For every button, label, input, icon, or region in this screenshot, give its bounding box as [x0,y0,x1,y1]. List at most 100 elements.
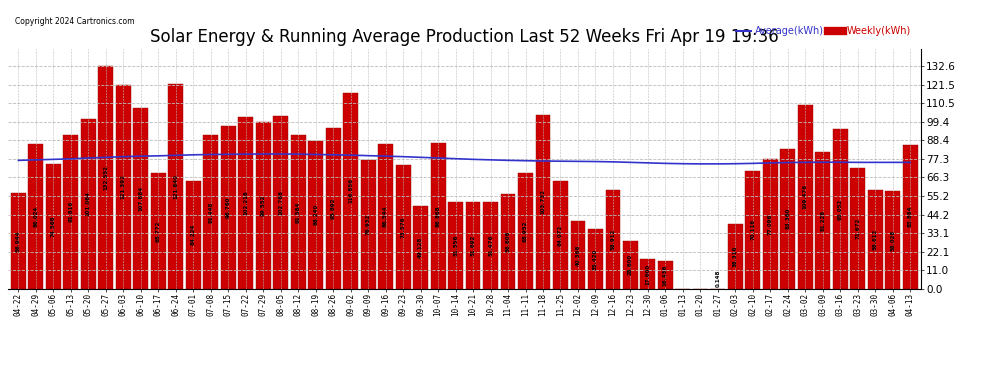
Text: 86.024: 86.024 [34,206,39,227]
Text: 86.868: 86.868 [436,205,441,226]
Text: 99.552: 99.552 [260,195,265,216]
Text: 77.096: 77.096 [768,213,773,235]
Bar [850,168,865,289]
Bar [798,105,813,289]
Text: 102.216: 102.216 [244,190,248,215]
Bar [833,129,847,289]
Bar [780,149,795,289]
Text: 16.436: 16.436 [663,264,668,286]
Text: 109.476: 109.476 [803,184,808,210]
Text: 74.568: 74.568 [50,215,55,237]
Text: 56.608: 56.608 [506,231,511,252]
Bar [536,115,550,289]
Text: 76.932: 76.932 [365,213,370,235]
Text: 83.360: 83.360 [785,208,790,230]
Text: 73.576: 73.576 [401,216,406,238]
Text: 71.672: 71.672 [855,218,860,239]
Text: 96.760: 96.760 [226,197,231,218]
Bar [203,135,218,289]
Text: 56.944: 56.944 [16,230,21,252]
Bar [378,144,393,289]
Bar [465,202,480,289]
Text: Copyright 2024 Cartronics.com: Copyright 2024 Cartronics.com [15,17,135,26]
Bar [518,173,533,289]
Text: 102.768: 102.768 [278,190,283,215]
Bar [606,190,621,289]
Text: 64.224: 64.224 [191,224,196,246]
Bar [134,108,148,289]
Text: 121.392: 121.392 [121,174,126,200]
Bar [431,143,446,289]
Legend: Average(kWh), Weekly(kWh): Average(kWh), Weekly(kWh) [732,22,915,40]
Bar [326,128,341,289]
Text: 0.148: 0.148 [716,270,721,287]
Bar [885,191,900,289]
Title: Solar Energy & Running Average Production Last 52 Weeks Fri Apr 19 19:36: Solar Energy & Running Average Productio… [149,28,779,46]
Bar [116,85,131,289]
Bar [63,135,78,289]
Text: 91.448: 91.448 [208,201,213,223]
Bar [903,145,918,289]
Bar [308,141,323,289]
Text: 101.064: 101.064 [86,192,91,216]
Text: 95.052: 95.052 [838,198,842,220]
Bar [588,229,603,289]
Bar [221,126,236,289]
Text: 85.884: 85.884 [908,206,913,227]
Bar [98,66,113,289]
Text: 116.856: 116.856 [348,178,353,203]
Text: 35.420: 35.420 [593,248,598,270]
Text: 17.600: 17.600 [645,263,650,285]
Bar [570,221,585,289]
Bar [763,159,778,289]
Bar [448,202,463,289]
Text: 88.240: 88.240 [313,204,318,225]
Bar [396,165,411,289]
Bar [745,171,760,289]
Bar [816,152,831,289]
Text: 86.544: 86.544 [383,206,388,227]
Text: 103.732: 103.732 [541,189,545,214]
Bar [413,206,428,289]
Bar [168,84,183,289]
Text: 64.072: 64.072 [558,224,563,246]
Text: 81.228: 81.228 [821,210,826,231]
Text: 51.556: 51.556 [453,235,458,256]
Bar [29,144,44,289]
Text: 70.116: 70.116 [750,219,755,240]
Bar [501,194,516,289]
Text: 51.476: 51.476 [488,235,493,256]
Bar [344,93,358,289]
Bar [868,190,883,289]
Bar [291,135,306,289]
Bar [81,119,96,289]
Bar [623,241,638,289]
Text: 58.912: 58.912 [611,229,616,250]
Text: 107.884: 107.884 [139,186,144,211]
Text: 91.816: 91.816 [68,201,73,222]
Bar [255,122,270,289]
Text: 95.892: 95.892 [331,198,336,219]
Bar [46,164,60,289]
Text: 40.368: 40.368 [575,244,580,266]
Bar [11,193,26,289]
Text: 49.128: 49.128 [418,237,423,258]
Bar [483,202,498,289]
Text: 91.584: 91.584 [296,201,301,223]
Bar [273,116,288,289]
Text: 38.316: 38.316 [733,246,738,267]
Text: 132.552: 132.552 [103,165,108,190]
Bar [553,181,568,289]
Bar [360,160,375,289]
Text: 121.840: 121.840 [173,174,178,199]
Text: 28.600: 28.600 [628,254,633,275]
Text: 58.028: 58.028 [890,230,895,251]
Bar [728,225,742,289]
Text: 68.952: 68.952 [523,220,528,242]
Bar [239,117,253,289]
Bar [186,181,201,289]
Text: 58.612: 58.612 [873,229,878,250]
Bar [150,173,165,289]
Bar [658,261,673,289]
Text: 51.692: 51.692 [470,235,475,256]
